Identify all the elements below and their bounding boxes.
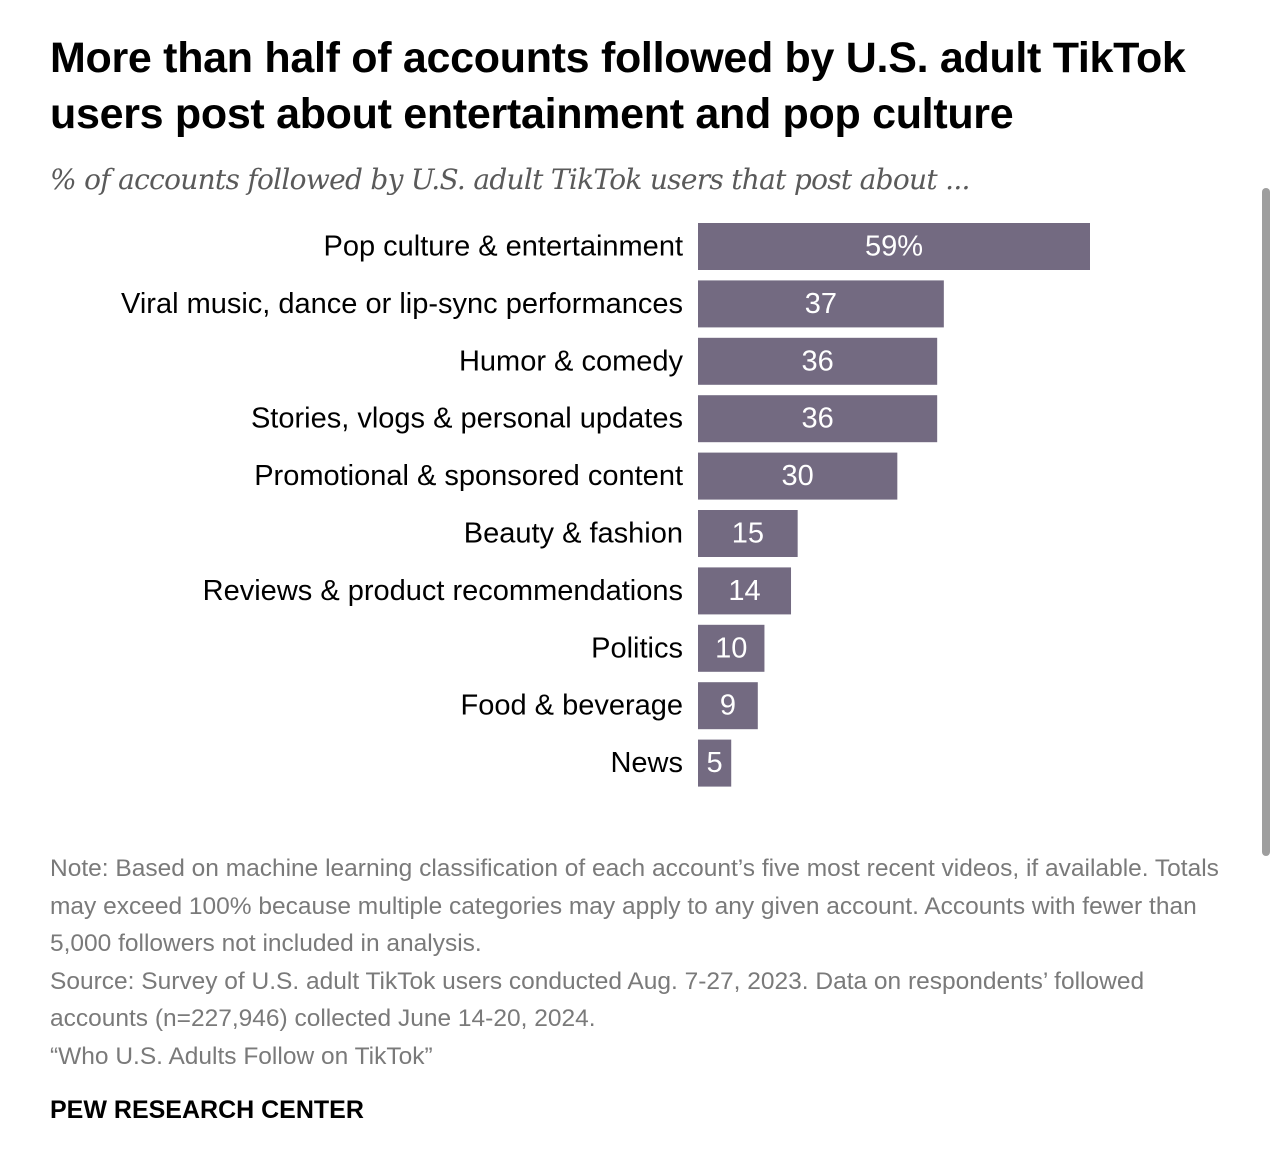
category-label: Humor & comedy: [459, 345, 684, 377]
bar-chart: Pop culture & entertainment 59% Viral musi…: [121, 223, 1090, 787]
chart-title: More than half of accounts followed by U…: [50, 34, 1186, 138]
category-label: Politics: [591, 632, 683, 664]
chart-subtitle: % of accounts followed by U.S. adult Tik…: [50, 163, 970, 196]
value-label: 36: [801, 345, 833, 377]
note-text: Note: Based on machine learning classifi…: [50, 855, 1219, 958]
source-text: Source: Survey of U.S. adult TikTok user…: [50, 967, 1145, 1033]
notes-block: Note: Based on machine learning classifi…: [50, 850, 1230, 1076]
category-label: Beauty & fashion: [464, 518, 683, 550]
category-label: Pop culture & entertainment: [324, 231, 683, 263]
value-label: 15: [732, 518, 764, 550]
bar: [698, 624, 765, 672]
bar: [698, 567, 792, 615]
category-label: Reviews & product recommendations: [203, 575, 683, 607]
scrollbar-thumb[interactable]: [1262, 188, 1270, 856]
bar: [698, 337, 938, 385]
bar: [698, 739, 732, 787]
bar: [698, 395, 938, 443]
vertical-scrollbar[interactable]: [1258, 180, 1274, 864]
bar: [698, 452, 898, 500]
value-label: 5: [707, 747, 723, 779]
bar: [698, 223, 1090, 270]
bar: [698, 280, 944, 328]
value-label: 37: [805, 288, 837, 320]
category-label: Promotional & sponsored content: [254, 460, 683, 492]
value-label: 36: [801, 403, 833, 435]
bar: [698, 682, 758, 730]
value-label: 10: [715, 632, 747, 664]
value-label: 9: [720, 690, 736, 722]
category-label: News: [610, 747, 683, 779]
value-label: 30: [782, 460, 814, 492]
value-label: 14: [728, 575, 760, 607]
value-label: 59%: [865, 231, 923, 263]
brand-logo-text: PEW RESEARCH CENTER: [50, 1096, 364, 1124]
category-label: Stories, vlogs & personal updates: [251, 403, 683, 435]
bar: [698, 510, 798, 557]
category-label: Food & beverage: [461, 690, 683, 722]
report-title: “Who U.S. Adults Follow on TikTok”: [50, 1042, 433, 1070]
category-label: Viral music, dance or lip-sync performan…: [121, 288, 683, 320]
